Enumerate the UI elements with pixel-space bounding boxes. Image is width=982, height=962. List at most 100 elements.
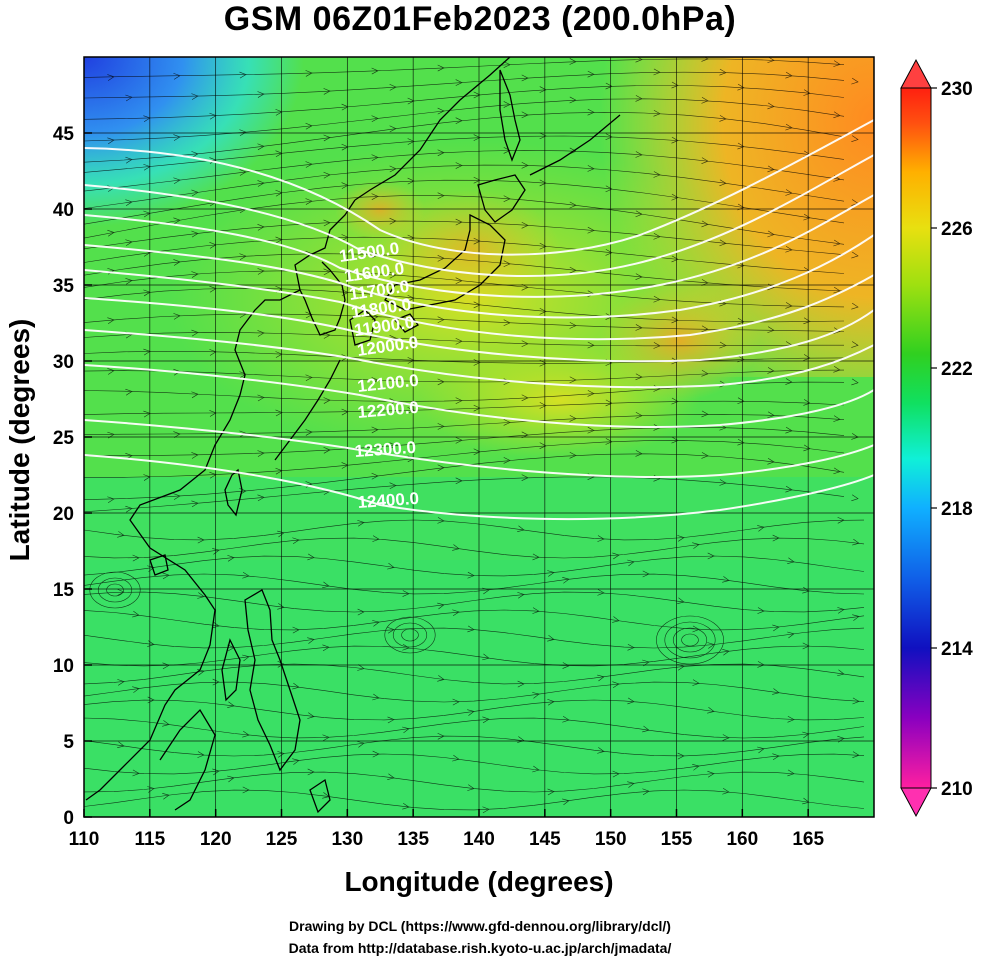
wind-arrow bbox=[833, 239, 841, 247]
wind-arrow bbox=[642, 788, 650, 796]
wind-arrow bbox=[173, 72, 181, 80]
wind-arrow bbox=[455, 477, 463, 485]
wind-arrow bbox=[125, 199, 133, 206]
wind-arrow bbox=[671, 316, 679, 324]
wind-arrow bbox=[125, 94, 133, 102]
contour-label: 12400.0 bbox=[357, 489, 420, 512]
wind-arrow bbox=[407, 407, 415, 414]
colorbar-tick-label: 222 bbox=[941, 359, 973, 380]
wind-arrow bbox=[117, 588, 125, 596]
wind-arrow bbox=[407, 234, 415, 242]
wind-arrow bbox=[503, 61, 511, 68]
wind-arrow bbox=[503, 195, 511, 203]
wind-arrow bbox=[562, 662, 570, 669]
wind-arrow bbox=[467, 571, 475, 579]
wind-arrow bbox=[569, 376, 577, 384]
wind-arrow bbox=[305, 122, 313, 130]
wind-arrow bbox=[569, 322, 577, 329]
streamline bbox=[84, 220, 845, 255]
wind-arrow bbox=[473, 301, 481, 309]
wind-arrow bbox=[503, 260, 511, 268]
streamline bbox=[84, 627, 865, 649]
streamline bbox=[84, 476, 845, 513]
wind-arrow bbox=[539, 307, 547, 315]
wind-arrow bbox=[227, 701, 235, 708]
wind-arrow bbox=[517, 736, 525, 743]
wind-arrow bbox=[701, 452, 709, 459]
wind-arrow bbox=[275, 351, 283, 358]
wind-arrow bbox=[173, 313, 181, 320]
wind-arrow bbox=[323, 88, 331, 95]
wind-arrow bbox=[787, 769, 795, 777]
wind-arrow bbox=[833, 415, 841, 422]
wind-arrow bbox=[482, 587, 490, 595]
wind-arrow bbox=[162, 793, 170, 800]
wind-arrow bbox=[547, 634, 555, 642]
wind-arrow bbox=[389, 83, 397, 91]
wind-arrow bbox=[473, 176, 481, 184]
y-tick-label: 15 bbox=[53, 580, 75, 601]
wind-arrow bbox=[257, 494, 265, 502]
wind-arrow bbox=[191, 391, 199, 399]
wind-arrow bbox=[389, 482, 397, 490]
contour-label: 12300.0 bbox=[354, 438, 417, 461]
wind-arrow bbox=[482, 653, 490, 661]
wind-arrow bbox=[371, 115, 379, 122]
wind-arrow bbox=[307, 553, 315, 561]
wind-arrow bbox=[305, 70, 313, 77]
wind-arrow bbox=[389, 217, 397, 225]
wind-arrow bbox=[597, 674, 605, 682]
wind-arrow bbox=[701, 369, 709, 377]
vortex-streamline bbox=[89, 571, 141, 609]
wind-arrow bbox=[569, 451, 577, 459]
wind-arrow bbox=[503, 457, 511, 464]
wind-arrow bbox=[653, 295, 661, 303]
wind-arrow bbox=[722, 734, 730, 741]
wind-arrow bbox=[719, 179, 727, 187]
wind-arrow bbox=[209, 285, 217, 293]
wind-arrow bbox=[677, 752, 685, 760]
wind-arrow bbox=[455, 79, 463, 86]
wind-arrow bbox=[671, 397, 679, 405]
wind-arrow bbox=[851, 341, 859, 348]
wind-arrow bbox=[737, 397, 745, 405]
wind-arrow bbox=[737, 355, 745, 363]
y-tick-label: 25 bbox=[53, 428, 75, 449]
x-tick-label: 115 bbox=[135, 829, 166, 850]
wind-arrow bbox=[305, 374, 313, 382]
wind-arrow bbox=[257, 394, 265, 402]
wind-arrow bbox=[143, 115, 151, 122]
wind-arrow bbox=[437, 675, 445, 682]
wind-arrow bbox=[275, 409, 283, 417]
wind-arrow bbox=[437, 378, 445, 386]
wind-arrow bbox=[209, 157, 217, 164]
wind-arrow bbox=[455, 397, 463, 404]
wind-arrow bbox=[389, 442, 397, 450]
wind-arrow bbox=[521, 340, 529, 348]
wind-arrow bbox=[707, 552, 715, 560]
y-axis-ticks: 0 5 10 15 20 25 30 35 40 45 bbox=[53, 124, 92, 829]
wind-arrow bbox=[305, 161, 313, 168]
wind-arrow bbox=[437, 64, 445, 72]
wind-arrow bbox=[671, 436, 679, 444]
wind-arrow bbox=[242, 654, 250, 662]
wind-arrow bbox=[653, 171, 661, 178]
wind-arrow bbox=[473, 359, 481, 366]
wind-arrow bbox=[173, 493, 181, 500]
x-tick-label: 150 bbox=[595, 829, 627, 850]
wind-arrow bbox=[275, 150, 283, 158]
wind-arrow bbox=[635, 151, 643, 158]
streamline bbox=[84, 287, 845, 323]
streamline bbox=[84, 270, 845, 308]
x-tick-label: 160 bbox=[726, 829, 758, 850]
wind-arrow bbox=[452, 544, 460, 551]
coastlines bbox=[85, 57, 621, 814]
wind-arrow bbox=[851, 302, 859, 310]
wind-arrow bbox=[569, 58, 577, 65]
wind-arrow bbox=[452, 698, 460, 706]
wind-arrow bbox=[371, 377, 379, 384]
wind-arrow bbox=[612, 681, 620, 689]
wind-arrow bbox=[767, 367, 775, 374]
wind-arrow bbox=[802, 731, 810, 739]
wind-arrow bbox=[587, 165, 595, 172]
